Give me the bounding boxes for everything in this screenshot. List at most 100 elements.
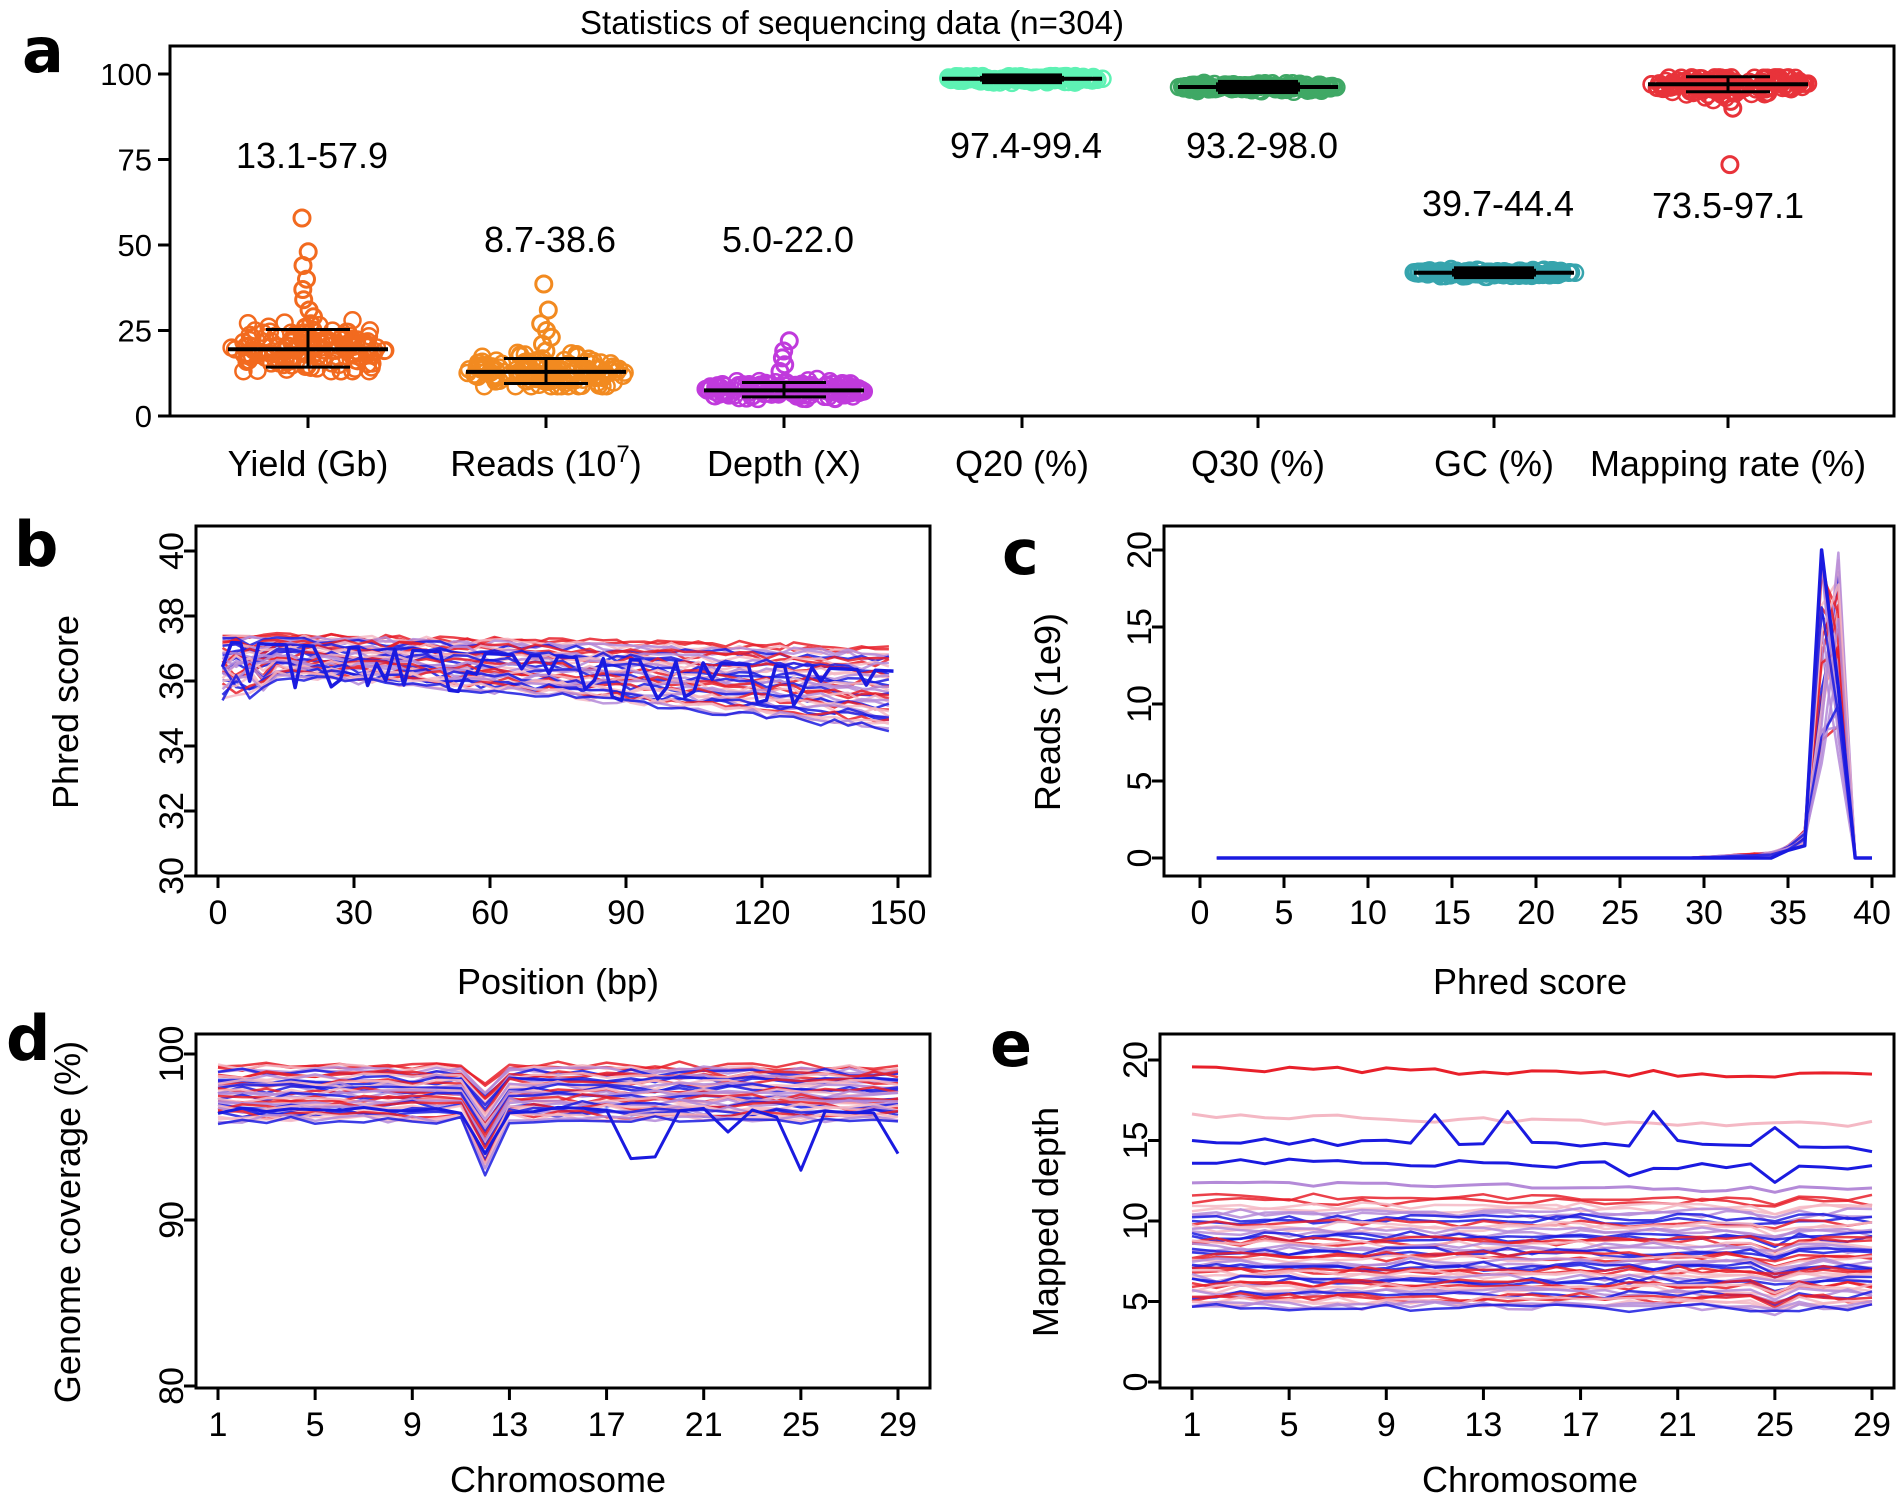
data-point: [1198, 75, 1217, 94]
series-line-c: [1216, 615, 1872, 860]
outlier-point: [534, 274, 554, 294]
x-tick-label-e: 25: [1756, 1406, 1794, 1444]
y-axis-title-b: Phred score: [45, 615, 86, 809]
series-line-c: [1216, 551, 1872, 860]
x-category-label: Yield (Gb): [228, 443, 389, 484]
series-line-b: [222, 666, 890, 718]
plot-frame-c: [1162, 524, 1896, 878]
data-point: [790, 383, 810, 402]
series-line-c: [1216, 563, 1872, 860]
x-tick-label-c: 25: [1601, 894, 1639, 932]
data-point: [234, 361, 253, 381]
data-point: [508, 343, 527, 363]
series-line-e: [1191, 1192, 1873, 1207]
panel-c: c 0 5 10 15 20 25 30 35 40 0 5 10 15 20 Phred score R…: [1002, 516, 1896, 1002]
y-tick-label-a: 75: [118, 143, 152, 178]
data-point: [482, 360, 502, 379]
x-category-label: Q20 (%): [955, 443, 1089, 484]
data-point: [353, 334, 373, 353]
x-tick-label-b: 90: [607, 894, 645, 932]
x-tick-label-b: 0: [209, 894, 228, 932]
series-line-c: [1216, 710, 1872, 860]
x-category-label: Reads (107): [450, 441, 641, 484]
data-point: [794, 386, 813, 405]
series-line-e: [1191, 1196, 1873, 1208]
series-line-c: [1216, 583, 1872, 860]
series-line-e: [1191, 1201, 1873, 1216]
data-point: [1714, 71, 1733, 90]
x-tick-label-d: 29: [879, 1406, 917, 1444]
outlier-point: [297, 269, 316, 289]
x-axis-title-d: Chromosome: [450, 1459, 666, 1498]
y-tick-label-e: 10: [1117, 1202, 1155, 1240]
plot-frame-a: [168, 44, 1896, 418]
range-label: 73.5-97.1: [1652, 185, 1804, 226]
y-tick-label-b: 32: [153, 792, 191, 830]
y-axis-title-e: Mapped depth: [1025, 1107, 1066, 1337]
series-line-e: [1191, 1203, 1873, 1216]
series-line-highlight-d: [217, 1105, 900, 1172]
series-line-b: [222, 661, 890, 710]
figure-title: Statistics of sequencing data (n=304): [580, 4, 1124, 41]
y-tick-label-e: 15: [1117, 1122, 1155, 1160]
x-tick-label-d: 1: [209, 1406, 228, 1444]
x-tick-label-c: 30: [1685, 894, 1723, 932]
series-line-d: [217, 1109, 899, 1165]
y-tick-label-c: 15: [1121, 608, 1159, 646]
data-point: [827, 377, 847, 396]
series-line-c: [1216, 559, 1872, 860]
x-axis-title-b: Position (bp): [457, 961, 659, 1002]
panel-a: a 0 25 50 75 100 Yield (Gb) 13.1-57.9 Reads (10…: [22, 14, 1896, 484]
plot-frame-e: [1158, 1032, 1896, 1390]
series-line-top-e: [1191, 1065, 1873, 1079]
outlier-point: [770, 362, 790, 381]
x-tick-label-d: 21: [685, 1406, 723, 1444]
plot-frame-d: [194, 1032, 932, 1390]
y-axis-title-c: Reads (1e9): [1027, 613, 1068, 811]
series-line-c: [1216, 658, 1872, 860]
y-tick-label-d: 80: [153, 1367, 191, 1405]
x-tick-label-c: 35: [1769, 894, 1807, 932]
series-line-d: [217, 1115, 899, 1177]
range-label: 5.0-22.0: [722, 219, 854, 260]
series-line-c: [1216, 572, 1872, 860]
data-point: [334, 338, 354, 357]
y-tick-label-d: 90: [153, 1201, 191, 1239]
series-line-c: [1216, 645, 1872, 860]
series-line-c: [1216, 645, 1872, 860]
panel-letter-c: c: [1002, 516, 1039, 589]
series-line-c: [1216, 725, 1872, 860]
panel-d: d 1 5 9 13 17 21 25 29 80 90 100 Chromosome Genome…: [6, 1002, 932, 1498]
outlier-point: [774, 341, 794, 361]
x-category-label: Q30 (%): [1191, 443, 1325, 484]
data-point: [1761, 72, 1780, 92]
y-tick-label-e: 0: [1117, 1373, 1155, 1392]
series-line-c: [1216, 580, 1872, 860]
x-tick-label-e: 5: [1280, 1406, 1299, 1444]
series-line-highlight-b: [220, 640, 894, 707]
x-tick-label-d: 17: [588, 1406, 626, 1444]
series-line-top-e: [1191, 1112, 1873, 1128]
series-line-c: [1216, 648, 1872, 860]
x-axis-title-e: Chromosome: [1422, 1459, 1638, 1498]
series-line-c: [1216, 617, 1872, 860]
data-point: [315, 329, 335, 349]
series-line-c: [1216, 568, 1872, 860]
y-tick-label-d: 100: [153, 1026, 191, 1083]
x-tick-label-c: 40: [1853, 894, 1891, 932]
outlier-point: [1720, 155, 1740, 175]
data-point: [346, 351, 365, 370]
series-line-b: [221, 674, 890, 733]
x-tick-label-e: 17: [1562, 1406, 1600, 1444]
series-line-c: [1216, 558, 1872, 860]
series-line-e: [1191, 1286, 1873, 1301]
series-line-c: [1216, 571, 1872, 860]
series-line-b: [221, 656, 890, 704]
x-tick-label-e: 1: [1183, 1406, 1202, 1444]
series-line-c: [1216, 703, 1872, 860]
series-line-b: [221, 669, 890, 720]
x-tick-label-b: 120: [734, 894, 791, 932]
y-tick-label-b: 34: [153, 727, 191, 765]
